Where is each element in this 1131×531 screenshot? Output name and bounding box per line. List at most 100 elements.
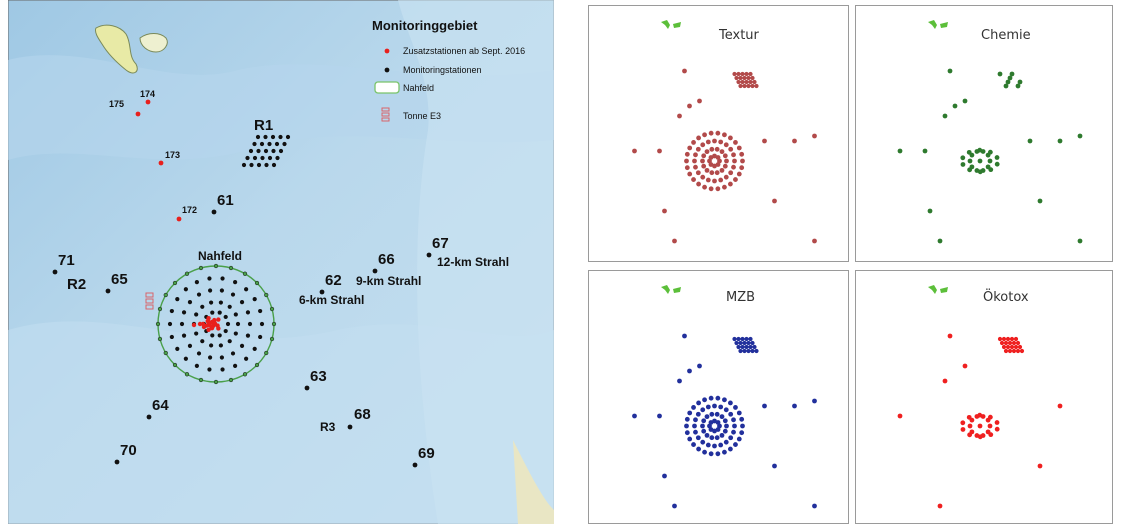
sample-dot: [718, 404, 724, 410]
nahfeld-station: [179, 321, 185, 327]
nahfeld-station: [196, 351, 202, 356]
sample-dot: [708, 130, 714, 136]
sample-dot: [712, 138, 717, 144]
r3-label: R3: [320, 420, 336, 434]
nahfeld-station: [200, 304, 205, 309]
r1-station: [271, 148, 276, 154]
nahfeld-station: [259, 321, 265, 327]
sample-dot: [708, 451, 714, 457]
sample-dot: [739, 430, 745, 436]
ring-marker: [185, 372, 189, 376]
sample-dot: [733, 405, 738, 410]
sample-dot: [754, 348, 759, 354]
nahfeld-station: [239, 343, 245, 348]
sample-dot: [988, 167, 994, 173]
strahl-6-label: 6-km Strahl: [299, 293, 364, 307]
sample-dot: [738, 348, 743, 354]
sample-dot: [927, 208, 933, 214]
sample-dot: [997, 336, 1003, 342]
sample-dot: [724, 423, 729, 429]
sample-dot: [942, 378, 948, 384]
additional-station: [191, 322, 197, 328]
sample-dot: [994, 155, 1000, 160]
sample-dot: [700, 439, 706, 445]
legend-title: Monitoringgebiet: [372, 18, 478, 33]
sample-dot: [942, 113, 948, 119]
sample-dot: [748, 344, 753, 350]
r1-station: [278, 148, 284, 154]
sample-dot: [695, 411, 701, 417]
ring-marker: [158, 307, 162, 311]
station-label: 71: [58, 252, 75, 269]
sample-dot: [702, 397, 707, 403]
sample-dot: [952, 103, 958, 109]
sample-dot: [994, 420, 1000, 425]
nahfeld-station: [227, 339, 232, 344]
sample-dot: [695, 170, 701, 176]
sample-dot: [960, 427, 966, 432]
sample-dot: [702, 184, 707, 190]
station-label: 67: [432, 235, 449, 252]
legend-item-buoy: Tonne E3: [403, 111, 441, 121]
panel-plot: [897, 20, 1083, 244]
sample-dot: [1011, 340, 1017, 346]
sample-dot: [732, 158, 737, 164]
sample-dot: [772, 463, 777, 469]
panel-plot: [632, 285, 817, 509]
nahfeld-station: [218, 343, 223, 348]
sample-dot: [750, 340, 755, 346]
sample-dot: [728, 170, 734, 176]
nahfeld-station: [194, 363, 199, 368]
sample-dot: [744, 71, 749, 77]
station-label: 61: [217, 192, 234, 209]
ring-marker: [229, 266, 233, 270]
nahfeld-station: [181, 310, 187, 315]
sample-dot: [752, 344, 757, 350]
sample-dot: [677, 378, 682, 384]
ring-marker: [214, 264, 218, 268]
sample-dot: [728, 435, 734, 441]
sample-dot: [714, 146, 720, 152]
sample-dot: [740, 79, 745, 85]
nahfeld-station: [239, 300, 245, 305]
sample-dot: [736, 410, 742, 416]
sample-dot: [994, 426, 1000, 432]
sample-dot: [728, 400, 733, 406]
sample-dot: [687, 410, 693, 416]
nahfeld-station: [217, 333, 222, 338]
sample-dot: [712, 443, 717, 449]
sample-dot: [722, 397, 727, 403]
sample-dot: [812, 133, 817, 139]
sample-dot: [1019, 348, 1025, 354]
station-label: 172: [182, 205, 197, 215]
nahfeld-station: [183, 356, 188, 361]
sample-dot: [722, 153, 728, 159]
sample-dot: [1007, 75, 1013, 81]
station-marker: [158, 160, 164, 166]
sample-dot: [704, 432, 710, 438]
nahfeld-station: [244, 356, 249, 361]
sample-dot: [731, 429, 736, 435]
sample-dot: [715, 395, 721, 401]
sample-dot: [897, 413, 903, 419]
additional-station: [201, 324, 207, 330]
sample-dot: [752, 79, 757, 85]
panel-textur: Textur: [588, 5, 849, 262]
r1-station: [241, 162, 247, 168]
sample-dot: [1007, 340, 1013, 346]
sample-dot: [722, 428, 728, 434]
nahfeld-station: [223, 328, 228, 334]
sample-dot: [728, 146, 734, 152]
panel-title: Chemie: [981, 28, 1031, 43]
sample-dot: [728, 411, 734, 417]
sample-dot: [684, 158, 689, 164]
r1-station: [259, 141, 265, 147]
r1-station: [263, 134, 268, 140]
nahfeld-station: [210, 310, 215, 315]
station-marker: [304, 385, 310, 391]
sample-dot: [733, 442, 738, 447]
sample-dot: [738, 83, 743, 89]
sample-dot: [715, 420, 721, 425]
island: [139, 33, 168, 53]
sample-dot: [722, 418, 728, 424]
